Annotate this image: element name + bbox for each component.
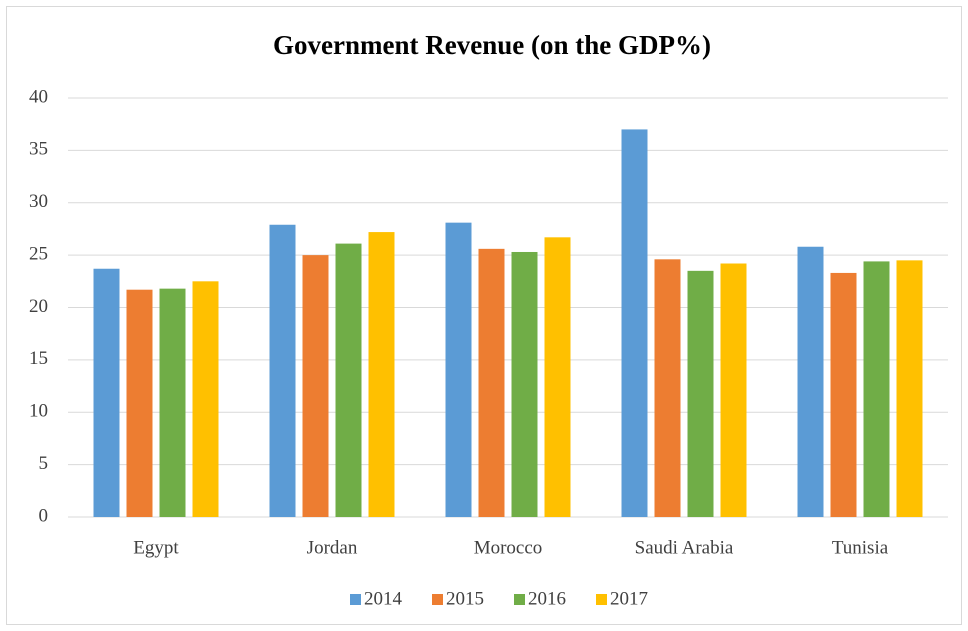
y-tick-label: 5: [39, 453, 49, 474]
x-tick-label: Jordan: [307, 537, 358, 558]
bar: [720, 263, 747, 517]
legend-label: 2015: [446, 588, 484, 609]
y-tick-label: 35: [29, 139, 48, 160]
legend-label: 2014: [364, 588, 403, 609]
y-tick-label: 25: [29, 243, 48, 264]
legend-swatch: [350, 594, 361, 605]
bar: [93, 268, 120, 517]
bar: [544, 237, 571, 517]
bar: [335, 243, 362, 518]
bar: [797, 246, 824, 517]
bar: [302, 255, 329, 517]
legend-swatch: [514, 594, 525, 605]
chart-title: Government Revenue (on the GDP%): [273, 30, 711, 60]
y-tick-label: 0: [39, 505, 49, 526]
bar: [126, 289, 153, 517]
bar: [687, 270, 714, 517]
y-tick-label: 30: [29, 191, 48, 212]
y-tick-label: 10: [29, 401, 48, 422]
y-tick-label: 20: [29, 296, 48, 317]
bar: [654, 259, 681, 517]
x-tick-label: Saudi Arabia: [635, 537, 734, 558]
legend-label: 2016: [528, 588, 566, 609]
legend-label: 2017: [610, 588, 648, 609]
legend-swatch: [596, 594, 607, 605]
bar: [159, 288, 186, 517]
x-tick-label: Tunisia: [832, 537, 889, 558]
bar: [863, 261, 890, 517]
bar: [445, 222, 472, 517]
bar: [368, 232, 395, 517]
bar: [896, 260, 923, 517]
bar: [621, 129, 648, 518]
bar: [511, 251, 538, 518]
y-tick-label: 40: [29, 86, 48, 107]
bar: [269, 224, 296, 517]
y-tick-label: 15: [29, 348, 48, 369]
bar: [830, 272, 857, 517]
x-tick-label: Morocco: [474, 537, 543, 558]
x-tick-label: Egypt: [133, 537, 179, 558]
bar: [192, 281, 219, 517]
legend-swatch: [432, 594, 443, 605]
bar: [478, 248, 505, 517]
